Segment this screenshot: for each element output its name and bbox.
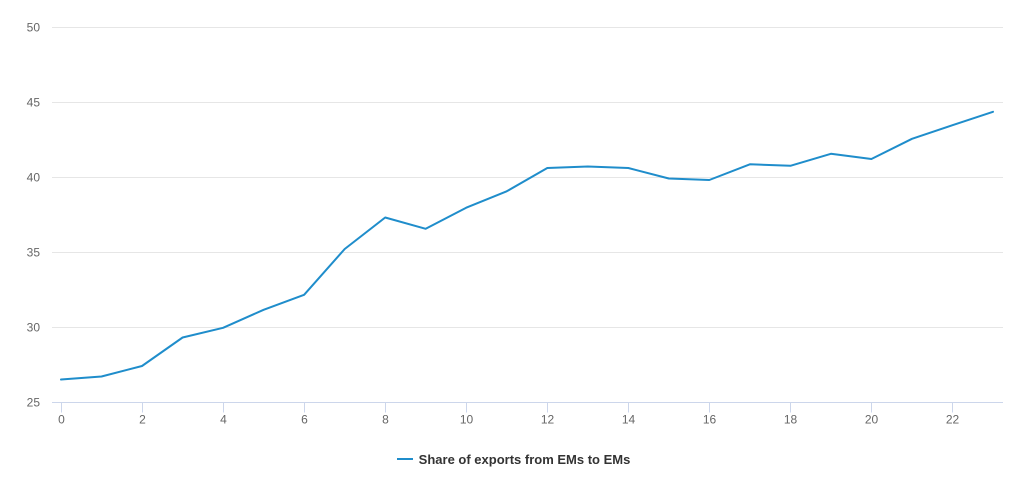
y-tick-label: 45 xyxy=(27,96,41,110)
x-tick-label: 20 xyxy=(865,413,879,427)
x-tick-label: 2 xyxy=(139,413,146,427)
data-point[interactable] xyxy=(179,334,187,342)
data-point[interactable] xyxy=(381,214,389,222)
data-point[interactable] xyxy=(260,306,268,314)
grid-lines xyxy=(52,27,1003,328)
x-tick-label: 4 xyxy=(220,413,227,427)
y-axis-labels: 25 30 35 40 45 50 xyxy=(27,21,41,410)
x-tick-label: 6 xyxy=(301,413,308,427)
x-tick-label: 22 xyxy=(946,413,960,427)
x-tick-label: 8 xyxy=(382,413,389,427)
data-point[interactable] xyxy=(98,373,106,381)
data-point[interactable] xyxy=(705,176,713,184)
data-point[interactable] xyxy=(908,135,916,143)
data-point[interactable] xyxy=(503,187,511,195)
y-tick-label: 40 xyxy=(27,171,41,185)
x-axis-labels: 0 2 4 6 8 10 12 14 16 18 20 22 xyxy=(58,413,959,427)
x-tick-label: 16 xyxy=(703,413,717,427)
y-tick-label: 30 xyxy=(27,321,41,335)
x-tick-label: 12 xyxy=(541,413,555,427)
x-tick-label: 14 xyxy=(622,413,636,427)
series-line[interactable] xyxy=(60,110,994,381)
data-point[interactable] xyxy=(422,225,430,233)
data-point[interactable] xyxy=(300,291,308,299)
y-tick-label: 50 xyxy=(27,21,41,35)
data-point[interactable] xyxy=(543,164,551,172)
data-point[interactable] xyxy=(786,162,794,170)
data-point[interactable] xyxy=(57,376,65,384)
data-point[interactable] xyxy=(867,155,875,163)
data-point[interactable] xyxy=(341,245,349,253)
data-point[interactable] xyxy=(665,175,673,183)
data-point[interactable] xyxy=(827,150,835,158)
axes xyxy=(52,402,1003,413)
x-tick-label: 18 xyxy=(784,413,798,427)
series-group xyxy=(57,108,997,384)
legend-swatch xyxy=(396,457,413,460)
y-tick-label: 25 xyxy=(27,396,41,410)
data-point[interactable] xyxy=(584,163,592,171)
data-point[interactable] xyxy=(746,160,754,168)
x-tick-label: 10 xyxy=(460,413,474,427)
data-point[interactable] xyxy=(624,164,632,172)
data-point[interactable] xyxy=(462,204,470,212)
data-point[interactable] xyxy=(989,108,997,116)
data-point[interactable] xyxy=(138,362,146,370)
x-tick-label: 0 xyxy=(58,413,65,427)
y-tick-label: 35 xyxy=(27,246,41,260)
data-point[interactable] xyxy=(219,324,227,332)
data-point[interactable] xyxy=(949,121,957,129)
legend[interactable]: Share of exports from EMs to EMs xyxy=(0,452,1027,467)
legend-label: Share of exports from EMs to EMs xyxy=(418,452,631,467)
